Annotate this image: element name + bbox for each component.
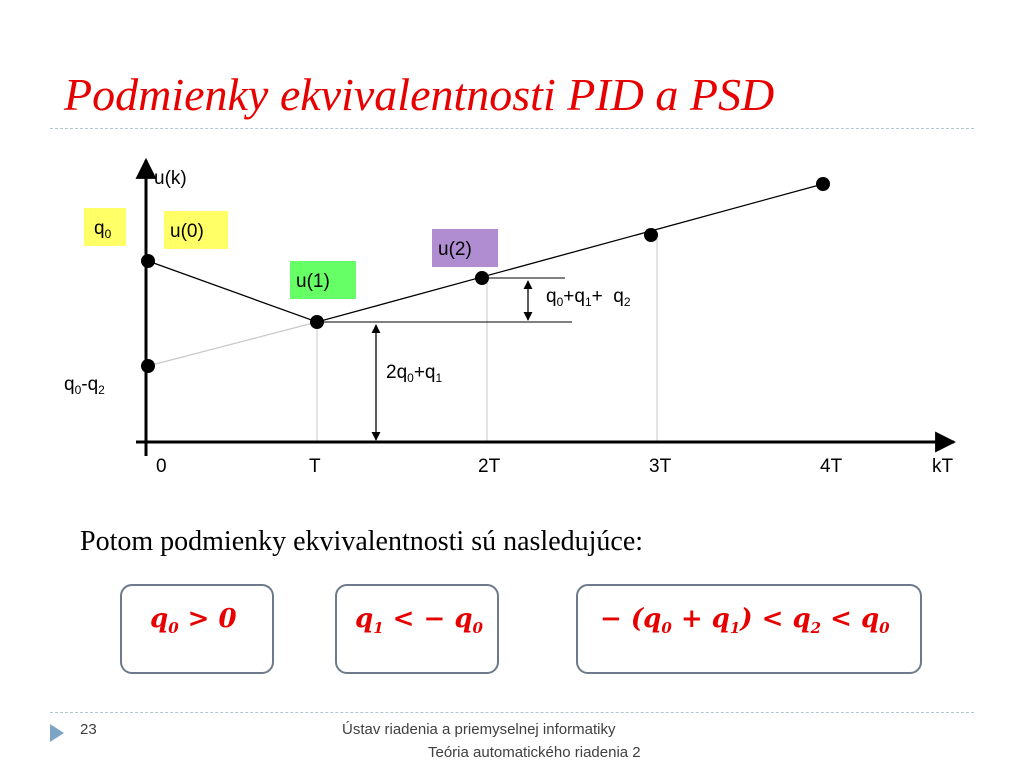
condition-3-formula: − (q0 + q1) < q2 < q0 xyxy=(600,604,890,638)
point-u3 xyxy=(644,228,658,242)
label-q0-q1-q2: q0+q1+ q2 xyxy=(546,286,631,309)
extrapolation-line xyxy=(147,321,318,367)
tick-label-2T: 2T xyxy=(478,456,501,477)
intro-text: Potom podmienky ekvivalentnosti sú nasle… xyxy=(80,526,644,557)
tick-label-4T: 4T xyxy=(820,456,843,477)
condition-box-3: − (q0 + q1) < q2 < q0 xyxy=(576,584,922,674)
label-box-u1 xyxy=(290,261,356,299)
label-u1: u(1) xyxy=(296,271,330,292)
condition-1-formula: q0 > 0 xyxy=(150,604,237,638)
condition-2-formula: q1 < − q0 xyxy=(355,604,483,638)
label-q0: q0 xyxy=(94,218,112,241)
footer-institute: Ústav riadenia a priemyselnej informatik… xyxy=(342,721,616,738)
slide-title: Podmienky ekvivalentnosti PID a PSD xyxy=(64,69,775,120)
condition-box-1: q0 > 0 xyxy=(120,584,274,674)
x-axis-label: kT xyxy=(932,456,954,477)
footer-course: Teória automatického riadenia 2 xyxy=(428,744,641,761)
label-box-u0 xyxy=(164,211,228,249)
sampled-signal-diagram: u(k) kT 0 T 2T 3T 4T u(0) u(1) u(2) q0 q… xyxy=(64,157,957,477)
label-u0: u(0) xyxy=(170,221,204,242)
label-box-q0 xyxy=(84,208,126,246)
label-q0-minus-q2: q0-q2 xyxy=(64,374,105,397)
point-u1 xyxy=(310,315,324,329)
point-u4 xyxy=(816,177,830,191)
point-u0 xyxy=(141,254,155,268)
tick-label-0: 0 xyxy=(156,456,167,477)
condition-box-2: q1 < − q0 xyxy=(335,584,499,674)
footer-divider xyxy=(50,712,974,713)
tick-label-T: T xyxy=(309,456,321,477)
footer-triangle-icon xyxy=(50,724,64,742)
label-u2: u(2) xyxy=(438,239,472,260)
point-u2 xyxy=(475,271,489,285)
label-2q0-q1: 2q0+q1 xyxy=(386,362,443,385)
title-divider xyxy=(50,128,974,129)
y-axis-label: u(k) xyxy=(154,168,187,189)
page-number: 23 xyxy=(80,721,97,738)
label-box-u2 xyxy=(432,229,498,267)
point-q0-minus-q2 xyxy=(141,359,155,373)
tick-label-3T: 3T xyxy=(649,456,672,477)
